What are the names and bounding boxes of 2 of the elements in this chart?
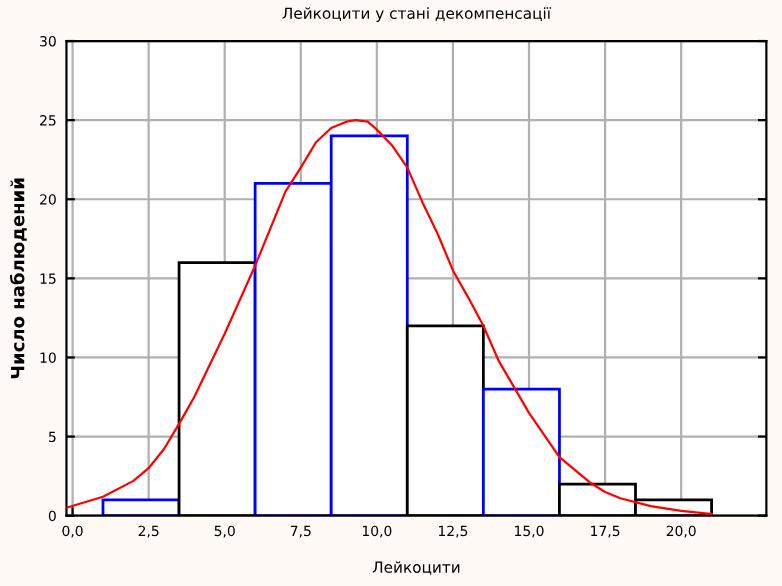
line-series <box>66 119 713 516</box>
y-axis-title: Число наблюдений <box>9 178 27 379</box>
